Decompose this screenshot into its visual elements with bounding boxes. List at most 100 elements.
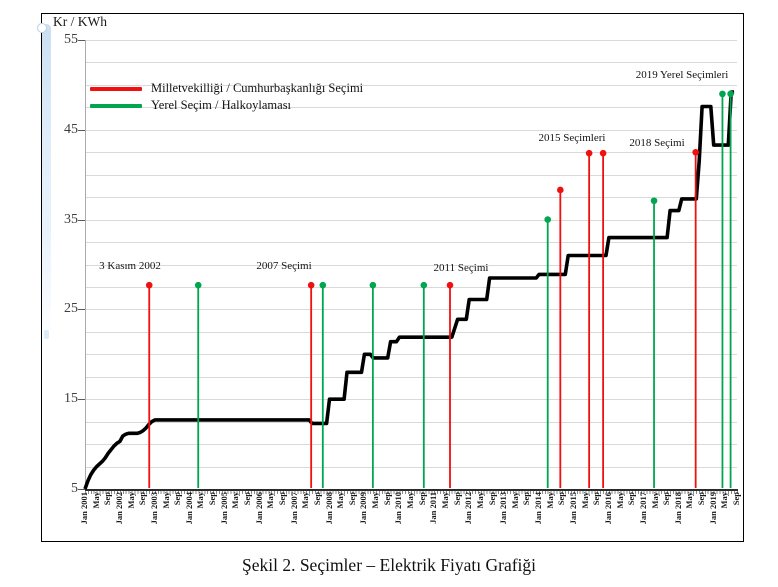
election-marker-dot xyxy=(446,281,454,289)
gridline xyxy=(85,152,737,154)
election-marker-dot xyxy=(145,281,153,289)
election-marker-dot xyxy=(585,149,593,157)
x-tick-label: Jan 2005 xyxy=(218,492,229,525)
election-annotation: 2019 Yerel Seçimleri xyxy=(635,69,729,81)
x-tick-label: Sep xyxy=(276,492,287,506)
x-tick-label: May xyxy=(335,492,346,509)
legend-label: Yerel Seçim / Halkoylaması xyxy=(151,98,292,112)
x-tick-label: Jan 2016 xyxy=(602,492,613,525)
x-tick-label: Jan 2019 xyxy=(707,492,718,525)
gridline xyxy=(85,107,737,109)
gridline xyxy=(85,354,737,356)
y-tick-label: 25 xyxy=(64,301,78,317)
gridline xyxy=(85,264,737,266)
election-annotation: 2011 Seçimi xyxy=(433,262,489,274)
x-tick-label: Sep xyxy=(416,492,427,506)
gridline xyxy=(85,62,737,64)
y-tick-mark xyxy=(78,309,85,311)
green-line-swatch-icon xyxy=(90,103,142,108)
election-marker-dot xyxy=(719,90,726,98)
x-tick-label: Jan 2014 xyxy=(533,492,544,525)
x-tick-label: Jan 2009 xyxy=(358,492,369,525)
gridline xyxy=(85,286,737,288)
election-marker-dot xyxy=(692,148,699,156)
gridline xyxy=(85,129,737,131)
election-annotation: 2007 Seçimi xyxy=(256,260,312,272)
x-tick-label: Jan 2010 xyxy=(393,492,404,525)
y-tick-mark xyxy=(78,40,85,41)
x-tick-label: May xyxy=(230,492,241,509)
x-tick-label: May xyxy=(719,492,730,509)
x-axis-month-ticks xyxy=(85,491,738,494)
x-tick-label: May xyxy=(544,492,555,509)
x-tick-label: Jan 2004 xyxy=(183,492,194,525)
y-tick-label: 5 xyxy=(71,481,78,496)
gridline xyxy=(85,421,737,423)
x-tick-label: May xyxy=(579,492,590,509)
x-tick-label: Jan 2013 xyxy=(498,492,509,525)
x-tick-label: May xyxy=(684,492,695,509)
x-tick-label: Sep xyxy=(486,492,497,506)
x-tick-label: Jan 2008 xyxy=(323,492,334,525)
election-marker-dot xyxy=(544,216,552,223)
election-marker-dot xyxy=(557,186,564,194)
red-line-swatch-icon xyxy=(90,86,142,91)
x-axis-line xyxy=(85,489,738,491)
x-tick-label: Jan 2017 xyxy=(637,492,648,525)
x-tick-label: May xyxy=(125,492,136,509)
x-tick-label: Jan 2012 xyxy=(463,492,474,525)
x-tick-label: Sep xyxy=(521,492,532,506)
gridline xyxy=(85,444,737,446)
text-selection-highlight xyxy=(42,24,51,336)
x-tick-label: Jan 2002 xyxy=(113,492,124,525)
x-tick-label: Sep xyxy=(137,492,148,506)
x-tick-label: May xyxy=(370,492,381,509)
election-marker-dot xyxy=(194,281,202,289)
x-tick-label: Sep xyxy=(661,492,672,506)
electricity-price-line xyxy=(83,90,735,490)
x-tick-label: May xyxy=(160,492,171,509)
selection-handle-icon xyxy=(37,23,47,33)
figure-frame xyxy=(41,13,744,542)
gridline xyxy=(85,242,737,244)
x-tick-label: Jan 2015 xyxy=(568,492,578,525)
gridline xyxy=(85,376,737,378)
x-tick-label: May xyxy=(509,492,520,509)
y-tick-label: 45 xyxy=(64,121,78,137)
figure-caption: Şekil 2. Seçimler – Elektrik Fiyatı Graf… xyxy=(241,555,537,575)
x-tick-label: Sep xyxy=(102,492,113,506)
x-tick-label: Sep xyxy=(172,492,183,506)
selection-highlight-tail xyxy=(44,330,49,339)
x-tick-label: May xyxy=(649,492,660,509)
x-tick-label: May xyxy=(474,492,485,509)
x-tick-label: Jan 2011 xyxy=(428,492,439,524)
x-tick-label: Jan 2006 xyxy=(253,492,264,525)
gridline xyxy=(85,466,737,468)
x-tick-label: Sep xyxy=(242,492,252,506)
x-tick-label: Sep xyxy=(556,492,567,506)
gridline xyxy=(85,399,737,401)
y-tick-mark xyxy=(78,129,85,131)
x-tick-label: Jan 2003 xyxy=(148,492,159,525)
x-tick-label: May xyxy=(90,492,101,509)
legend-item-local-elections: Yerel Seçim / Halkoylaması xyxy=(90,97,363,114)
y-tick-mark xyxy=(78,219,85,221)
gridline xyxy=(85,219,737,221)
x-tick-label: May xyxy=(300,492,311,509)
gridline xyxy=(85,40,737,41)
x-tick-label: Sep xyxy=(451,492,462,506)
y-tick-mark xyxy=(78,489,85,490)
election-annotation: 2015 Seçimleri xyxy=(538,132,606,144)
election-marker-dot xyxy=(420,281,428,289)
x-tick-label: Sep xyxy=(696,492,707,506)
x-tick-label: Sep xyxy=(311,492,322,506)
gridline xyxy=(85,84,737,86)
election-marker-dot xyxy=(650,197,658,205)
x-tick-label: Jan 2001 xyxy=(79,492,89,525)
x-tick-label: Jan 2007 xyxy=(288,492,299,525)
y-tick-label: 35 xyxy=(64,211,78,227)
gridline xyxy=(85,331,737,333)
gridline xyxy=(85,197,737,199)
chart-legend: Milletvekilliği / Cumhurbaşkanlığı Seçim… xyxy=(90,80,363,114)
